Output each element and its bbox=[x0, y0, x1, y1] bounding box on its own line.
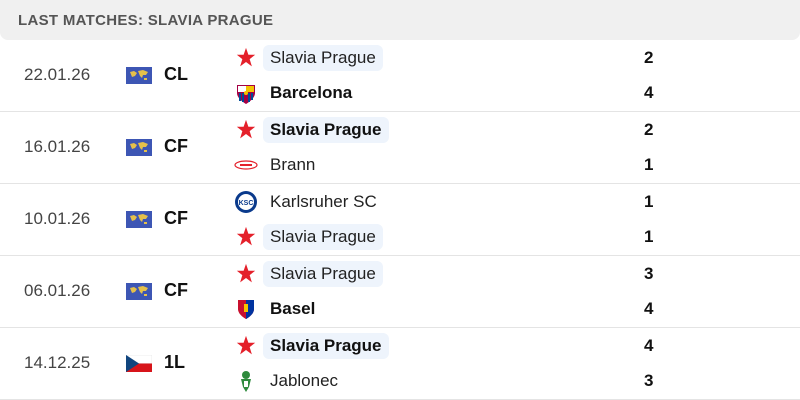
world-map-icon bbox=[126, 139, 152, 156]
away-team: Slavia Prague 1 bbox=[228, 223, 788, 251]
team-name[interactable]: Slavia Prague bbox=[263, 224, 383, 250]
slavia-star-icon bbox=[234, 262, 258, 286]
match-date: 16.01.26 bbox=[24, 137, 91, 156]
ksc-logo-icon: KSC bbox=[234, 190, 258, 214]
world-map-icon bbox=[126, 283, 152, 300]
basel-crest-icon bbox=[234, 297, 258, 321]
match-row[interactable]: 22.01.26 CL Slavia Prague 2 Barcelona 4 bbox=[0, 40, 800, 112]
team-name[interactable]: Basel bbox=[270, 299, 316, 318]
team-name[interactable]: Slavia Prague bbox=[263, 333, 389, 359]
match-row[interactable]: 16.01.26 CF Slavia Prague 2 Brann 1 bbox=[0, 112, 800, 184]
team-name[interactable]: Brann bbox=[270, 155, 316, 174]
section-title: LAST MATCHES: SLAVIA PRAGUE bbox=[18, 11, 274, 29]
match-date: 06.01.26 bbox=[24, 281, 91, 300]
slavia-star-icon bbox=[234, 225, 258, 249]
barcelona-crest-icon bbox=[234, 81, 258, 105]
team-score: 3 bbox=[644, 264, 654, 283]
team-name[interactable]: Slavia Prague bbox=[263, 45, 383, 71]
team-score: 4 bbox=[644, 83, 654, 102]
team-name[interactable]: Barcelona bbox=[270, 83, 353, 102]
away-team: Jablonec 3 bbox=[228, 367, 788, 395]
away-team: Barcelona 4 bbox=[228, 79, 788, 107]
team-score: 1 bbox=[644, 227, 654, 246]
match-date: 22.01.26 bbox=[24, 65, 91, 84]
home-team: Slavia Prague 2 bbox=[228, 44, 788, 72]
team-name[interactable]: Slavia Prague bbox=[263, 261, 383, 287]
home-team: Slavia Prague 4 bbox=[228, 332, 788, 360]
home-team: Slavia Prague 3 bbox=[228, 260, 788, 288]
brann-logo-icon bbox=[234, 153, 258, 177]
world-map-icon bbox=[126, 67, 152, 84]
competition-label: CF bbox=[164, 280, 188, 300]
competition-label: 1L bbox=[164, 352, 186, 372]
match-row[interactable]: 06.01.26 CF Slavia Prague 3 Basel 4 bbox=[0, 256, 800, 328]
czech-flag-icon bbox=[125, 354, 153, 372]
slavia-star-icon bbox=[234, 118, 258, 142]
team-name[interactable]: Jablonec bbox=[270, 371, 339, 390]
match-row[interactable]: 10.01.26 CF KSC Karlsruher SC 1 Slavia P… bbox=[0, 184, 800, 256]
team-score: 2 bbox=[644, 48, 654, 67]
away-team: Brann 1 bbox=[228, 151, 788, 179]
team-score: 2 bbox=[644, 120, 654, 139]
competition-label: CL bbox=[164, 64, 188, 84]
team-score: 1 bbox=[644, 192, 654, 211]
competition-label: CF bbox=[164, 136, 188, 156]
match-row[interactable]: 14.12.25 1L Slavia Prague 4 Jablonec 3 bbox=[0, 328, 800, 400]
team-name[interactable]: Karlsruher SC bbox=[270, 192, 377, 211]
match-date: 10.01.26 bbox=[24, 209, 91, 228]
slavia-star-icon bbox=[234, 334, 258, 358]
svg-text:KSC: KSC bbox=[239, 200, 254, 207]
slavia-star-icon bbox=[234, 46, 258, 70]
team-score: 3 bbox=[644, 371, 654, 390]
team-score: 4 bbox=[644, 299, 654, 318]
home-team: KSC Karlsruher SC 1 bbox=[228, 188, 788, 216]
team-score: 1 bbox=[644, 155, 654, 174]
team-score: 4 bbox=[644, 336, 654, 355]
competition-label: CF bbox=[164, 208, 188, 228]
away-team: Basel 4 bbox=[228, 295, 788, 323]
team-name[interactable]: Slavia Prague bbox=[263, 117, 389, 143]
section-header: LAST MATCHES: SLAVIA PRAGUE bbox=[0, 0, 800, 40]
jablonec-crest-icon bbox=[234, 369, 258, 393]
world-map-icon bbox=[126, 211, 152, 228]
match-date: 14.12.25 bbox=[24, 353, 91, 372]
home-team: Slavia Prague 2 bbox=[228, 116, 788, 144]
